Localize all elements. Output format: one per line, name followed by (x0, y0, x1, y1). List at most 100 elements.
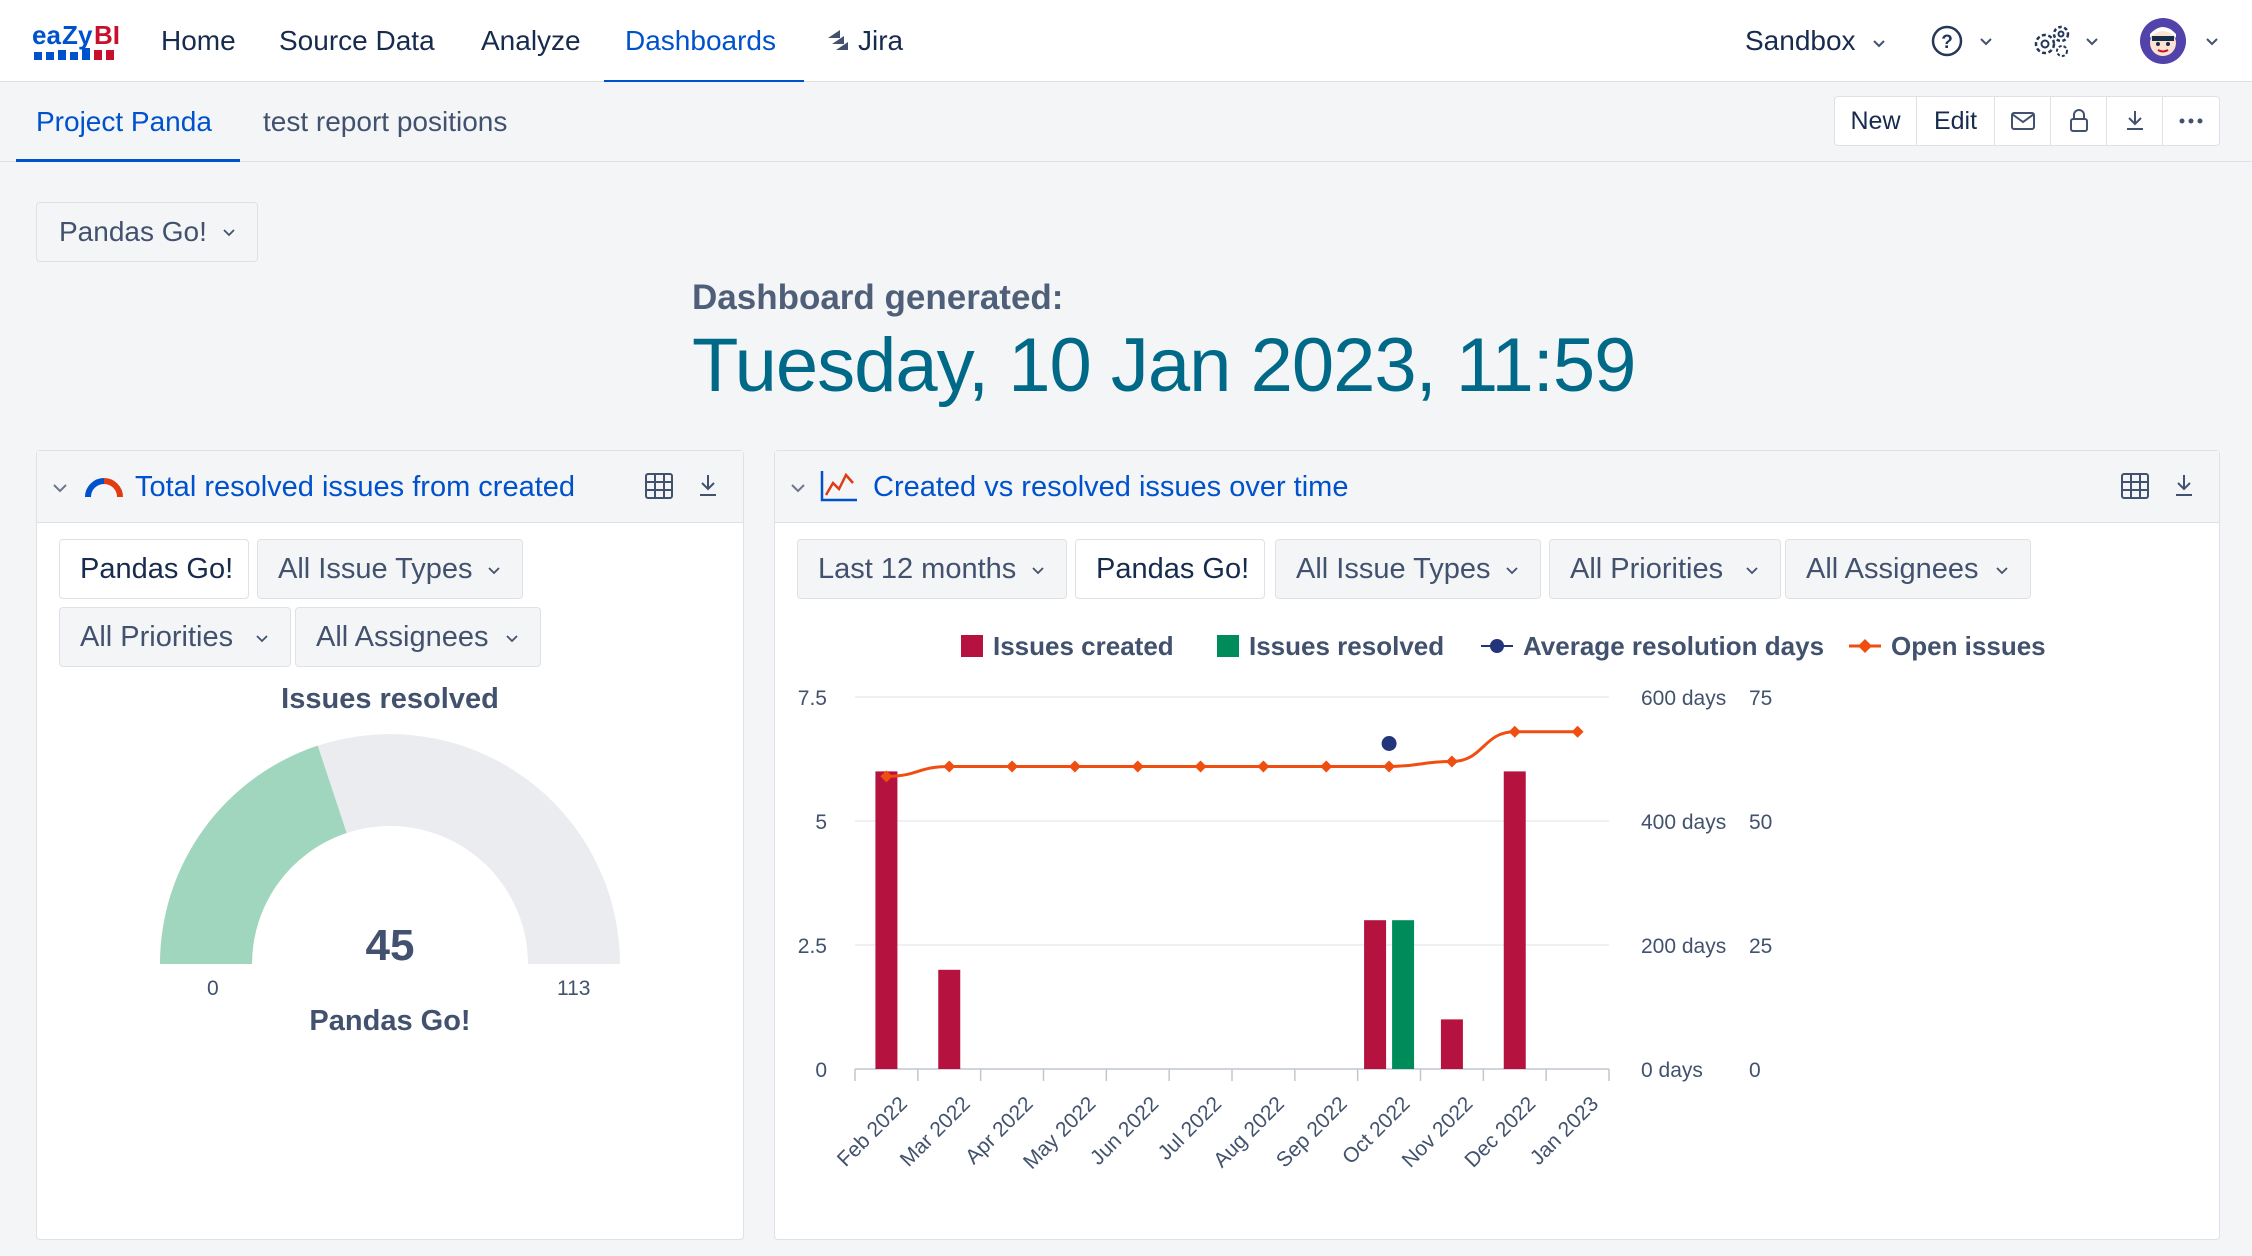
y-right-days-tick-label: 200 days (1641, 935, 1726, 958)
lock-button[interactable] (2051, 97, 2107, 145)
filter-priorities[interactable]: All Priorities (1549, 539, 1781, 599)
account-selector[interactable]: Sandbox (1745, 0, 1889, 82)
filter-priorities[interactable]: All Priorities (59, 607, 291, 667)
chevron-down-icon (1980, 38, 1992, 46)
point-open-issues[interactable] (1571, 725, 1584, 738)
download-button[interactable] (2107, 97, 2163, 145)
panel-title[interactable]: Created vs resolved issues over time (873, 471, 1349, 503)
chevron-down-icon (1873, 39, 1886, 48)
line-open-issues[interactable] (886, 730, 1578, 778)
legend-issues-resolved[interactable]: Issues resolved (1217, 629, 1444, 663)
svg-text:?: ? (1941, 32, 1953, 53)
gauge-chart (160, 734, 620, 964)
gauge-min-label: 0 (207, 977, 219, 1000)
collapse-chevron-icon[interactable] (51, 479, 69, 497)
filter-assignees[interactable]: All Assignees (295, 607, 541, 667)
gauge-value: 45 (365, 921, 415, 970)
dashboard-toolbar: New Edit (1834, 96, 2220, 146)
trend-report-panel: Created vs resolved issues over time Las… (774, 450, 2220, 1240)
legend-open-issues[interactable]: Open issues (1847, 629, 2046, 663)
more-button[interactable] (2163, 97, 2219, 145)
download-icon (2126, 111, 2143, 130)
nav-source-data[interactable]: Source Data (279, 25, 435, 56)
filter-project[interactable]: Pandas Go! (59, 539, 249, 599)
chevron-down-icon (223, 229, 235, 237)
bar-issues-created[interactable] (1503, 771, 1526, 1069)
point-open-issues[interactable] (943, 760, 956, 773)
jira-icon (828, 30, 848, 50)
point-open-issues[interactable] (1445, 755, 1458, 768)
point-open-issues[interactable] (880, 770, 893, 783)
gauge-fill[interactable] (160, 745, 347, 964)
dashboard-generated-timestamp: Tuesday, 10 Jan 2023, 11:59 (692, 323, 1636, 408)
page-filter-dropdown[interactable]: Pandas Go! (36, 202, 258, 262)
download-icon[interactable] (2173, 473, 2195, 499)
filter-issue-types[interactable]: All Issue Types (257, 539, 523, 599)
legend-label: Open issues (1891, 631, 2046, 661)
nav-dashboards[interactable]: Dashboards (625, 25, 776, 56)
more-icon (2179, 118, 2203, 124)
gauge-report-panel: Total resolved issues from created Panda… (36, 450, 744, 1240)
bar-issues-created[interactable] (1440, 1019, 1463, 1069)
help-menu[interactable]: ? (1930, 24, 2000, 58)
filter-project[interactable]: Pandas Go! (1075, 539, 1265, 599)
new-button[interactable]: New (1835, 97, 1917, 145)
filter-label: All Assignees (316, 621, 489, 653)
top-navigation: ea Z y BI Home Source Data Analyze Dashb… (0, 0, 2252, 83)
x-tick-label: Jun 2022 (1086, 1092, 1163, 1169)
point-open-issues[interactable] (1131, 760, 1144, 773)
filter-label: Pandas Go! (1096, 553, 1250, 585)
filter-time-period[interactable]: Last 12 months (797, 539, 1067, 599)
legend-average-resolution-days[interactable]: Average resolution days (1479, 629, 1824, 663)
tab-test-report-positions[interactable]: test report positions (263, 106, 508, 137)
legend-marker (1481, 639, 1513, 653)
panel-header: Created vs resolved issues over time (775, 451, 2219, 523)
filter-issue-types[interactable]: All Issue Types (1275, 539, 1541, 599)
line-chart-icon (820, 471, 857, 502)
tab-project-panda[interactable]: Project Panda (36, 106, 212, 137)
x-tick-label: Mar 2022 (896, 1092, 975, 1171)
bar-issues-created[interactable] (875, 771, 898, 1069)
chevron-down-icon[interactable] (2202, 31, 2222, 51)
settings-menu[interactable] (2030, 22, 2106, 60)
gauge-max-label: 113 (557, 977, 591, 1000)
point-open-issues[interactable] (1383, 760, 1396, 773)
nav-analyze[interactable]: Analyze (481, 25, 581, 56)
y-right-count-tick-label: 50 (1749, 811, 1772, 834)
edit-button[interactable]: Edit (1917, 97, 1995, 145)
point-open-issues[interactable] (1257, 760, 1270, 773)
point-open-issues[interactable] (1006, 760, 1019, 773)
bar-issues-created[interactable] (938, 969, 961, 1069)
nav-home[interactable]: Home (161, 25, 236, 56)
legend-swatch (1217, 635, 1239, 657)
email-button[interactable] (1995, 97, 2051, 145)
user-avatar[interactable] (2140, 18, 2186, 64)
panel-title[interactable]: Total resolved issues from created (135, 471, 576, 503)
download-icon[interactable] (697, 473, 719, 499)
tab-active-indicator (16, 159, 240, 162)
table-view-icon[interactable] (645, 473, 673, 499)
nav-jira[interactable]: Jira (858, 25, 904, 56)
filter-label: Last 12 months (818, 553, 1017, 585)
dashboard-tabs: Project Panda test report positions New … (0, 82, 2252, 162)
collapse-chevron-icon[interactable] (789, 479, 807, 497)
svg-text:Z: Z (62, 20, 78, 50)
svg-text:ea: ea (32, 20, 61, 50)
table-view-icon[interactable] (2121, 473, 2149, 499)
legend-issues-created[interactable]: Issues created (961, 629, 1174, 663)
point-open-issues[interactable] (1194, 760, 1207, 773)
chart-legend: Issues created Issues resolved Average r… (775, 629, 2219, 663)
y-right-days-tick-label: 400 days (1641, 811, 1726, 834)
y-tick-label: 0 (815, 1059, 827, 1082)
eazybi-logo[interactable]: ea Z y BI (32, 20, 124, 64)
point-average-resolution-days[interactable] (1381, 736, 1397, 751)
point-open-issues[interactable] (1068, 760, 1081, 773)
bar-issues-created[interactable] (1364, 920, 1387, 1069)
bar-issues-resolved[interactable] (1392, 920, 1415, 1069)
y-tick-label: 2.5 (798, 935, 827, 958)
filter-assignees[interactable]: All Assignees (1785, 539, 2031, 599)
point-open-issues[interactable] (1508, 725, 1521, 738)
y-right-count-tick-label: 0 (1749, 1059, 1761, 1082)
help-icon: ? (1931, 25, 1963, 57)
point-open-issues[interactable] (1320, 760, 1333, 773)
